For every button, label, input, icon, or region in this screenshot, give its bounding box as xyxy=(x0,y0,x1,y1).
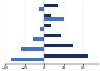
Bar xyxy=(44,54,88,58)
Bar xyxy=(44,34,61,37)
Bar xyxy=(39,7,44,11)
Bar xyxy=(10,58,44,61)
Bar xyxy=(44,4,58,7)
Bar xyxy=(33,37,44,41)
Bar xyxy=(44,24,51,27)
Bar xyxy=(44,44,73,47)
Bar xyxy=(21,47,44,51)
Bar xyxy=(44,14,51,17)
Bar xyxy=(40,27,44,31)
Bar xyxy=(44,17,64,21)
